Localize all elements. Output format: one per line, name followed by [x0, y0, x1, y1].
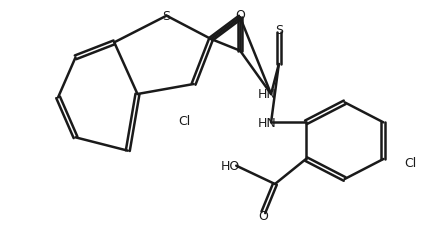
Text: HN: HN: [258, 116, 276, 129]
Text: O: O: [235, 9, 245, 22]
Text: Cl: Cl: [178, 115, 190, 128]
Text: Cl: Cl: [404, 156, 417, 169]
Text: S: S: [275, 24, 283, 37]
Text: HN: HN: [258, 88, 276, 101]
Text: S: S: [163, 10, 170, 23]
Text: O: O: [259, 209, 268, 222]
Text: HO: HO: [221, 160, 240, 172]
